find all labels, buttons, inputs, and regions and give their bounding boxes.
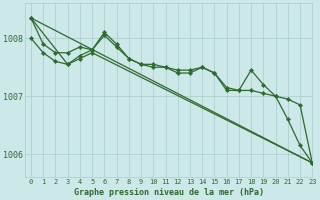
X-axis label: Graphe pression niveau de la mer (hPa): Graphe pression niveau de la mer (hPa) — [74, 188, 264, 197]
